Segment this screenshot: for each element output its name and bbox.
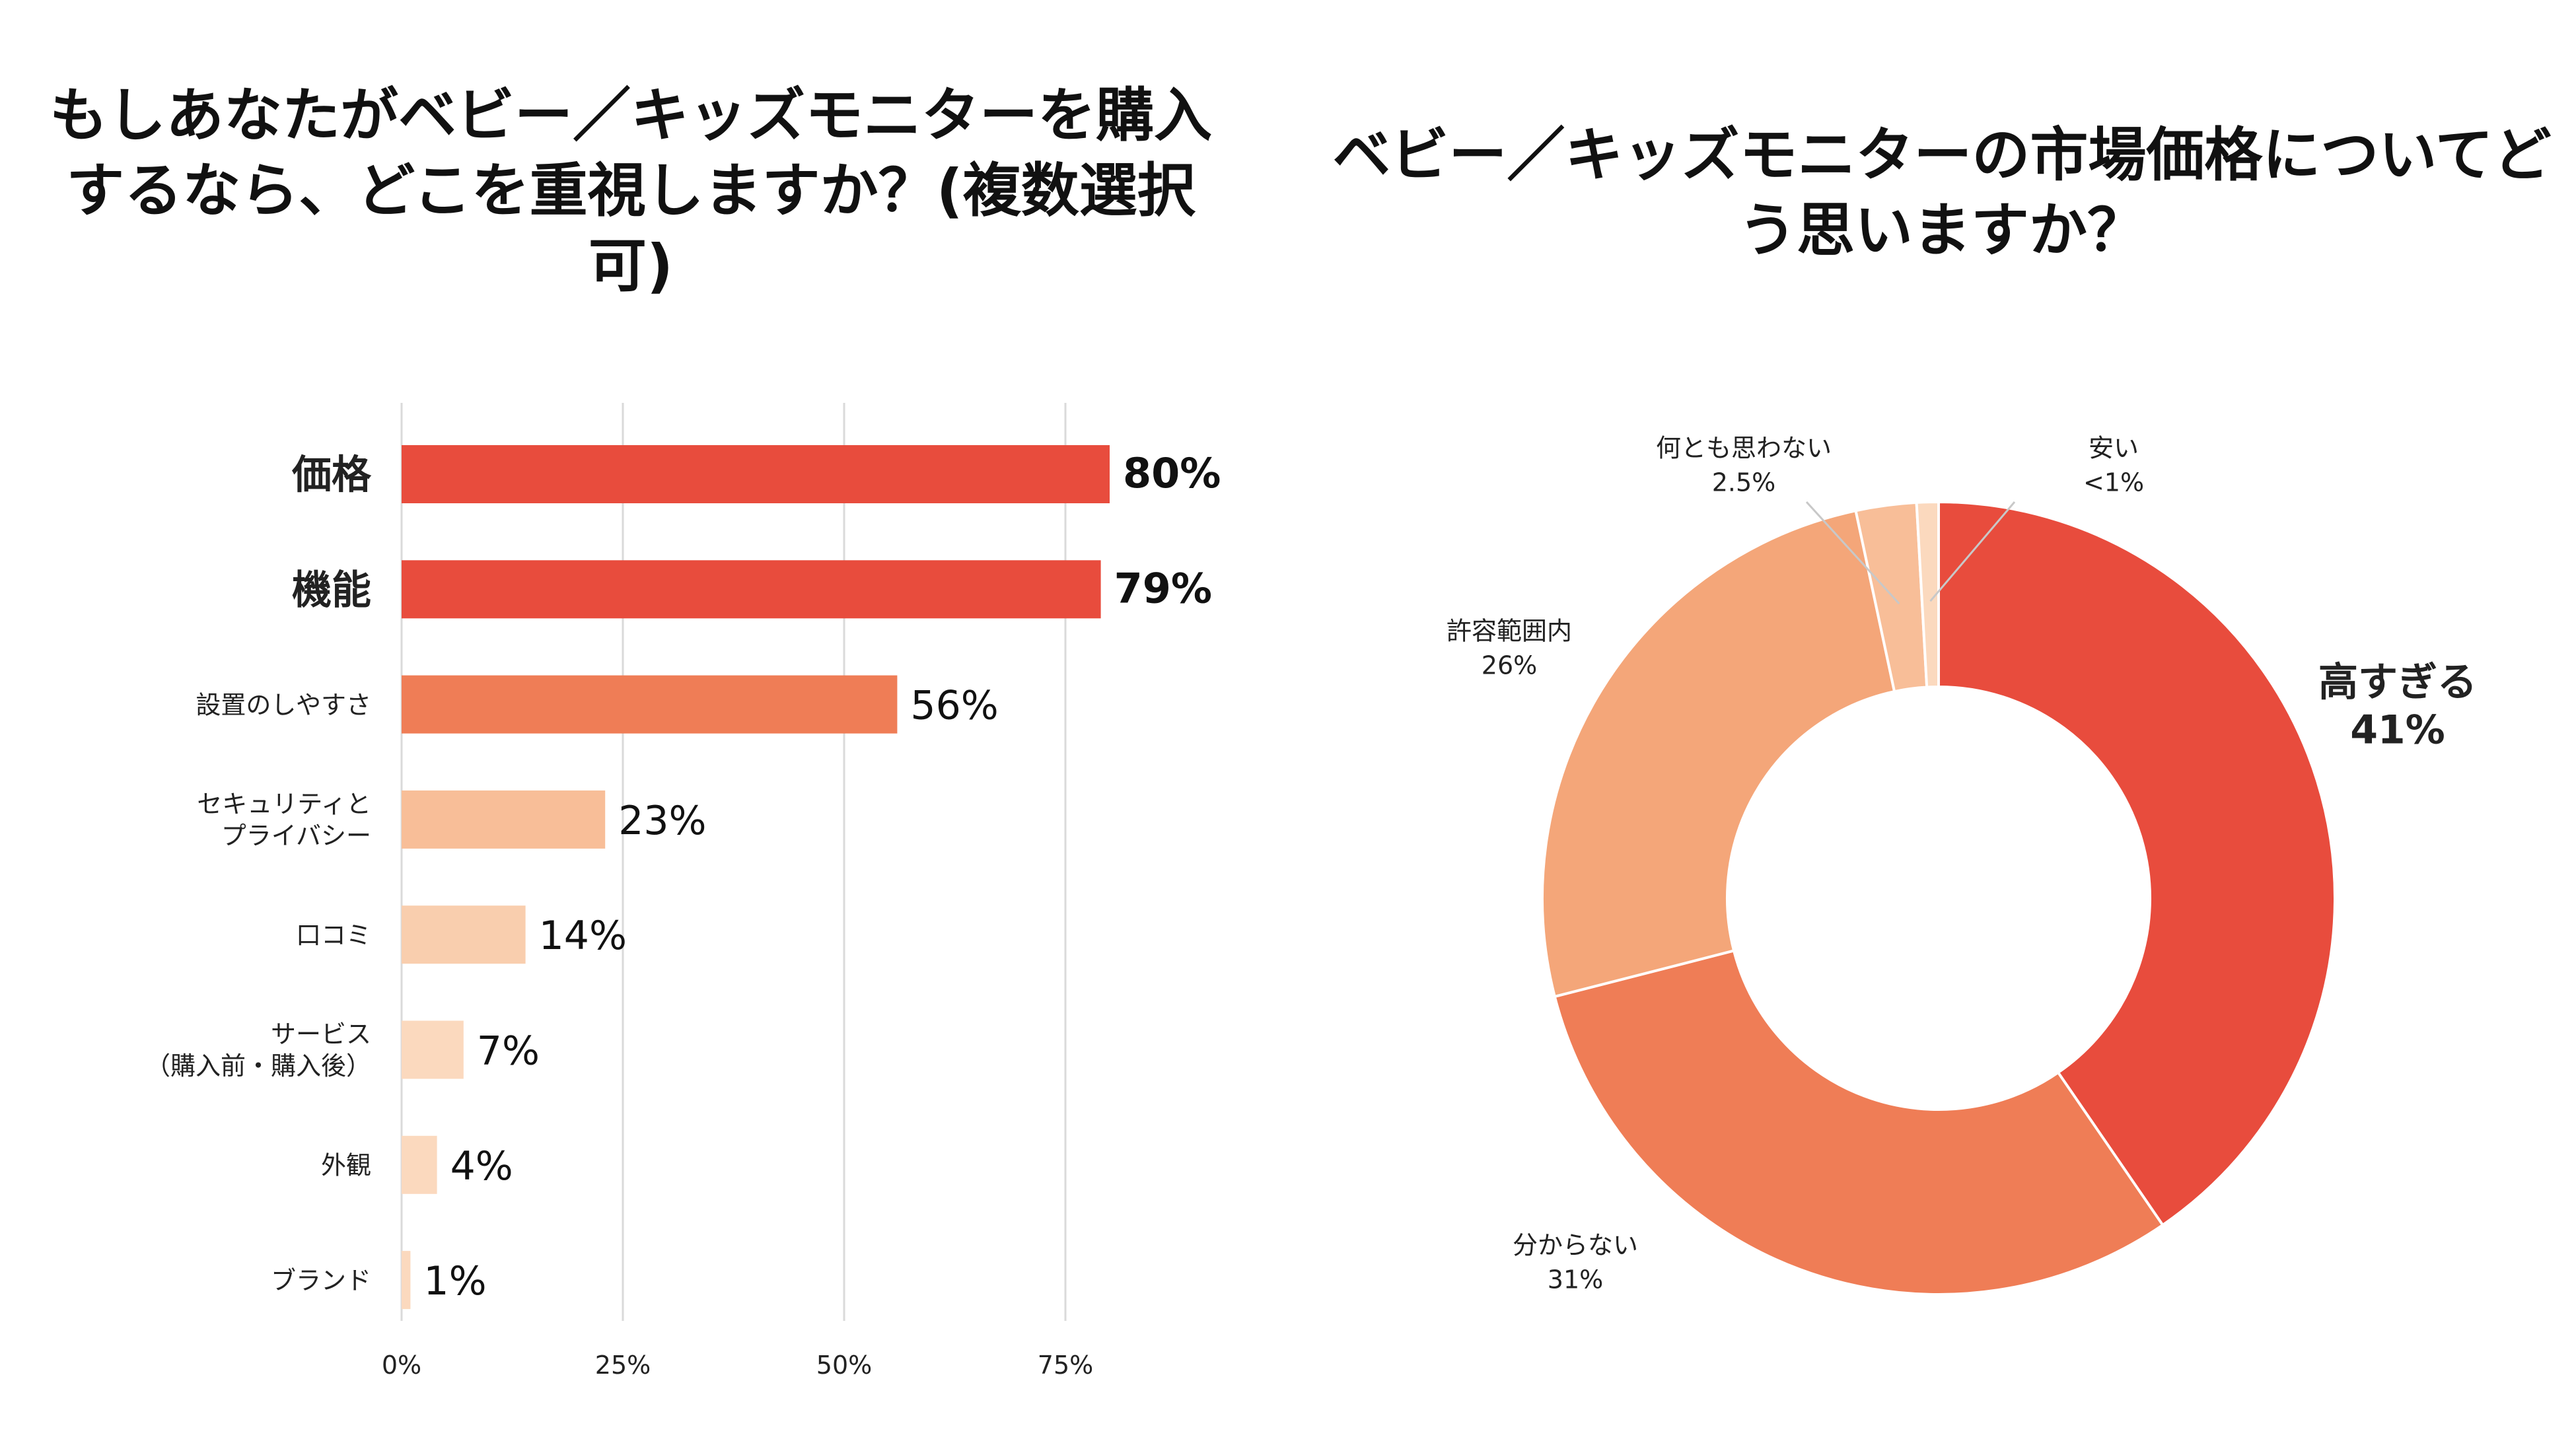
bar <box>402 675 898 734</box>
bar-value-label: 56% <box>910 683 998 729</box>
slice-label: 何とも思わない <box>1656 434 1832 463</box>
category-label: 外観 <box>321 1150 371 1180</box>
leader-line <box>1929 501 2016 602</box>
category-label: 価格 <box>291 452 372 499</box>
bar-chart-title: もしあなたがベビー／キッズモニターを購入するなら、どこを重視しますか？(複数選択… <box>49 81 1212 300</box>
bar <box>402 905 526 964</box>
donut-slice <box>1553 949 2165 1296</box>
category-label: サービス <box>271 1020 371 1049</box>
bar <box>402 1251 411 1310</box>
bar <box>402 560 1101 619</box>
slice-value-label: 26% <box>1482 651 1537 680</box>
category-label: （購入前・購入後） <box>145 1051 371 1080</box>
bar-value-label: 7% <box>477 1028 540 1075</box>
donut-slice <box>1854 501 1929 693</box>
slice-label: 安い <box>2089 434 2139 463</box>
category-label: 設置のしやすさ <box>196 690 371 719</box>
donut-slice <box>1541 509 1896 999</box>
category-label: 口コミ <box>296 921 371 950</box>
slice-label: 許容範囲内 <box>1447 617 1572 646</box>
bar-value-label: 80% <box>1123 449 1221 497</box>
slice-label: 分からない <box>1513 1231 1638 1260</box>
category-label: セキュリティと <box>197 790 371 819</box>
x-tick-label: 75% <box>1038 1351 1093 1380</box>
slice-value-label: 31% <box>1548 1265 1603 1294</box>
x-tick-label: 25% <box>595 1351 651 1380</box>
bar-value-label: 14% <box>539 913 627 959</box>
slice-value-label: 41% <box>2350 707 2445 754</box>
bar-chart: 0% 25% 50% 75% 80% 価格 79% 機能 56% 設置のしやすさ 23% セキュリティ… <box>145 403 1221 1380</box>
category-label: プライバシー <box>221 822 371 851</box>
bar-value-label: 4% <box>450 1143 513 1189</box>
bar <box>402 1020 464 1079</box>
pie-chart-title: ベビー／キッズモニターの市場価格についてどう思いますか？ <box>1332 121 2552 264</box>
slice-label: 高すぎる <box>2318 660 2477 706</box>
x-tick-label: 0% <box>382 1351 421 1380</box>
category-label: ブランド <box>271 1266 371 1295</box>
bar <box>402 790 606 849</box>
bar-value-label: 23% <box>618 798 706 844</box>
category-label: 機能 <box>292 567 371 614</box>
slice-value-label: <1% <box>2083 468 2144 497</box>
bar <box>402 445 1110 503</box>
leader-line <box>1805 501 1900 604</box>
donut-slice <box>1937 500 2336 1227</box>
donut-slice <box>1915 500 1940 689</box>
bar <box>402 1135 437 1194</box>
x-tick-label: 50% <box>816 1351 872 1380</box>
bar-value-label: 1% <box>423 1258 486 1304</box>
slice-value-label: 2.5% <box>1712 468 1776 497</box>
bar-value-label: 79% <box>1114 564 1212 612</box>
